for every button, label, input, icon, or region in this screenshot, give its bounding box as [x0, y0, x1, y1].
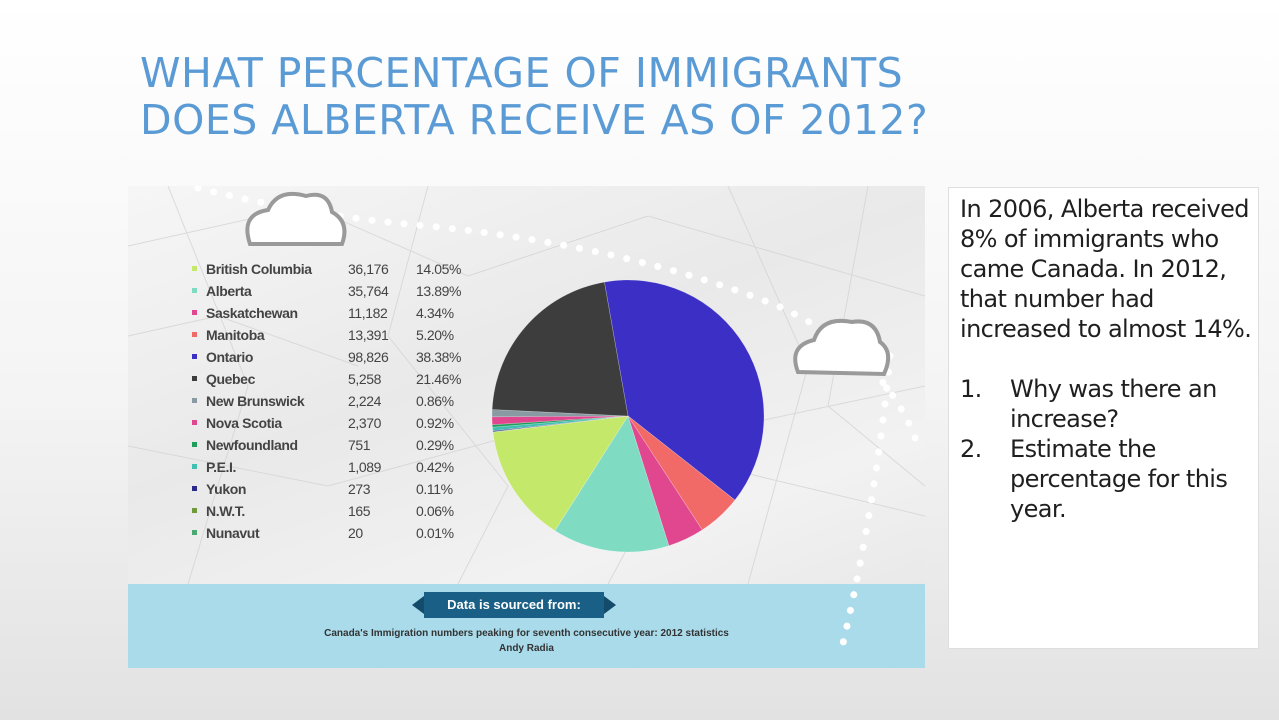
legend-count: 165: [348, 503, 371, 519]
source-author: Andy Radia: [498, 643, 554, 654]
source-article-title: Canada's Immigration numbers peaking for…: [324, 628, 729, 639]
question-list: 1. Why was there an increase? 2. Estimat…: [960, 374, 1252, 524]
source-citation: Canada's Immigration numbers peaking for…: [128, 626, 925, 656]
list-item: 1. Why was there an increase?: [960, 374, 1252, 434]
pie-slice: [491, 281, 629, 417]
legend-label: N.W.T.: [206, 503, 245, 519]
legend-swatch: [192, 486, 197, 491]
list-text: Estimate the percentage for this year.: [1010, 435, 1228, 523]
list-number: 1.: [960, 375, 982, 403]
legend-percent: 0.01%: [416, 525, 454, 541]
legend-count: 273: [348, 481, 371, 497]
legend-swatch: [192, 530, 197, 535]
text-box: In 2006, Alberta received 8% of immigran…: [948, 187, 1259, 649]
infographic-image: British Columbia 36,176 14.05% Alberta 35,76…: [128, 186, 925, 668]
legend-swatch: [192, 464, 197, 469]
legend-label: Yukon: [206, 481, 247, 497]
legend-label: P.E.I.: [206, 459, 237, 475]
slide-title-line-1: WHAT PERCENTAGE OF IMMIGRANTS: [140, 49, 904, 97]
source-ribbon: Data is sourced from:: [412, 592, 616, 618]
list-number: 2.: [960, 435, 982, 463]
decorative-dots-right: [793, 318, 894, 660]
list-item: 2. Estimate the percentage for this year…: [960, 434, 1252, 524]
source-band: Data is sourced from: Canada's Immigrati…: [128, 584, 925, 668]
cloud-icon: [793, 318, 891, 377]
legend-percent: 0.11%: [416, 481, 453, 497]
slide-title-line-2: DOES ALBERTA RECEIVE AS OF 2012?: [140, 96, 929, 144]
legend-percent: 0.42%: [416, 459, 454, 475]
legend-percent: 0.06%: [416, 503, 454, 519]
pie-slice: [554, 415, 670, 553]
body-paragraph: In 2006, Alberta received 8% of immigran…: [960, 195, 1252, 343]
legend-label: Nunavut: [206, 525, 260, 541]
slide-title: WHAT PERCENTAGE OF IMMIGRANTS DOES ALBER…: [140, 50, 1200, 144]
legend-count: 1,089: [348, 459, 382, 475]
list-text: Why was there an increase?: [1010, 375, 1217, 433]
legend-count: 20: [348, 525, 363, 541]
legend-swatch: [192, 508, 197, 513]
